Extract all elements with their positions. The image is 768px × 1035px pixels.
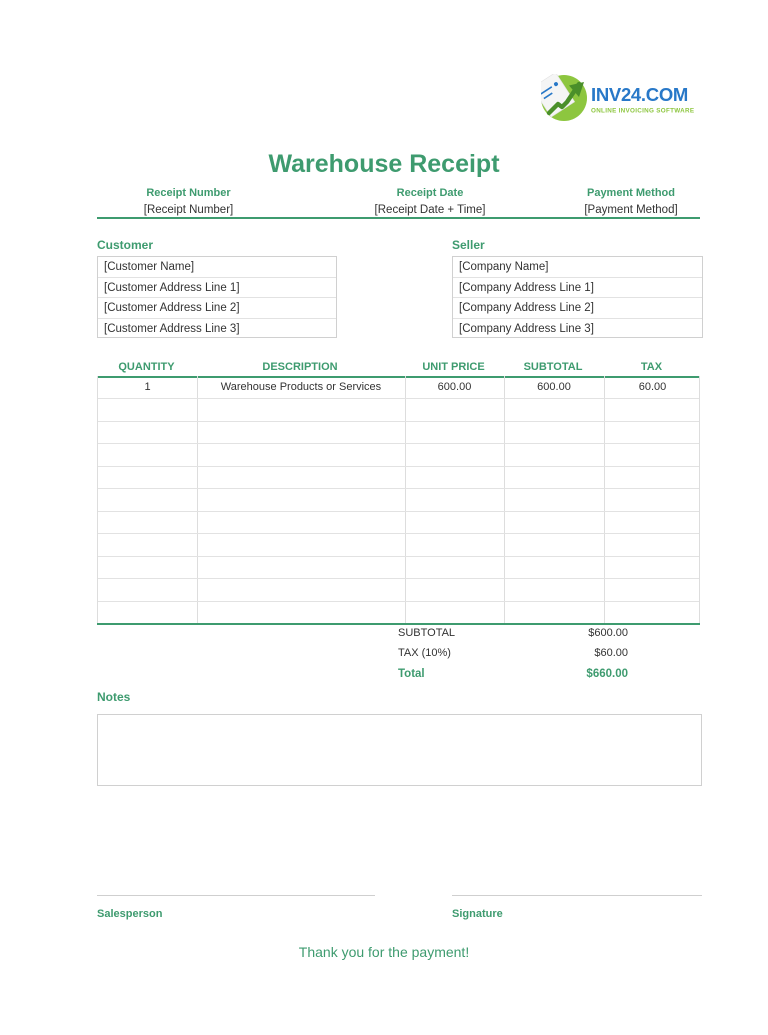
svg-text:INV24.COM: INV24.COM [591,84,688,105]
svg-text:ONLINE INVOICING SOFTWARE: ONLINE INVOICING SOFTWARE [591,108,694,115]
